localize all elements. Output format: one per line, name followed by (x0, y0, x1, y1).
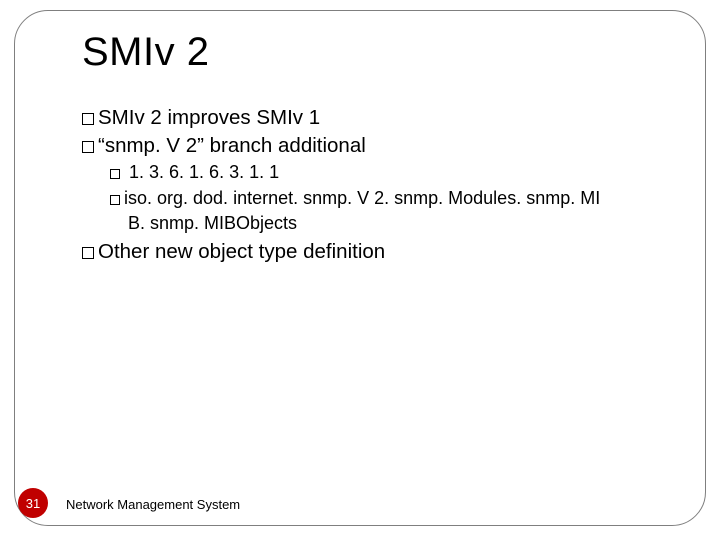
bullet-level1: SMIv 2 improves SMIv 1 (82, 105, 660, 131)
footer-text: Network Management System (66, 497, 240, 512)
bullet-level2-continuation: B. snmp. MIBObjects (128, 212, 660, 235)
bullet-level2: iso. org. dod. internet. snmp. V 2. snmp… (110, 187, 660, 210)
bullet-level2-group: 1. 3. 6. 1. 6. 3. 1. 1 iso. org. dod. in… (110, 161, 660, 234)
bullet-text: SMIv 2 improves SMIv 1 (98, 106, 320, 129)
bullet-text: 1. 3. 6. 1. 6. 3. 1. 1 (124, 162, 279, 182)
square-bullet-icon (110, 169, 120, 179)
bullet-level1: Other new object type definition (82, 239, 660, 265)
slide-title: SMIv 2 (82, 30, 209, 75)
bullet-text: B. snmp. MIBObjects (128, 213, 297, 233)
square-bullet-icon (82, 247, 94, 259)
bullet-text: “snmp. V 2” branch additional (98, 134, 366, 157)
bullet-level2: 1. 3. 6. 1. 6. 3. 1. 1 (110, 161, 660, 184)
bullet-text: Other new object type definition (98, 240, 385, 263)
square-bullet-icon (82, 141, 94, 153)
slide-body: SMIv 2 improves SMIv 1 “snmp. V 2” branc… (82, 105, 660, 267)
square-bullet-icon (110, 195, 120, 205)
slide-frame (14, 10, 706, 526)
page-number-badge: 31 (18, 488, 48, 518)
slide: SMIv 2 SMIv 2 improves SMIv 1 “snmp. V 2… (0, 0, 720, 540)
bullet-level1: “snmp. V 2” branch additional (82, 133, 660, 159)
square-bullet-icon (82, 113, 94, 125)
bullet-text: iso. org. dod. internet. snmp. V 2. snmp… (124, 188, 600, 208)
